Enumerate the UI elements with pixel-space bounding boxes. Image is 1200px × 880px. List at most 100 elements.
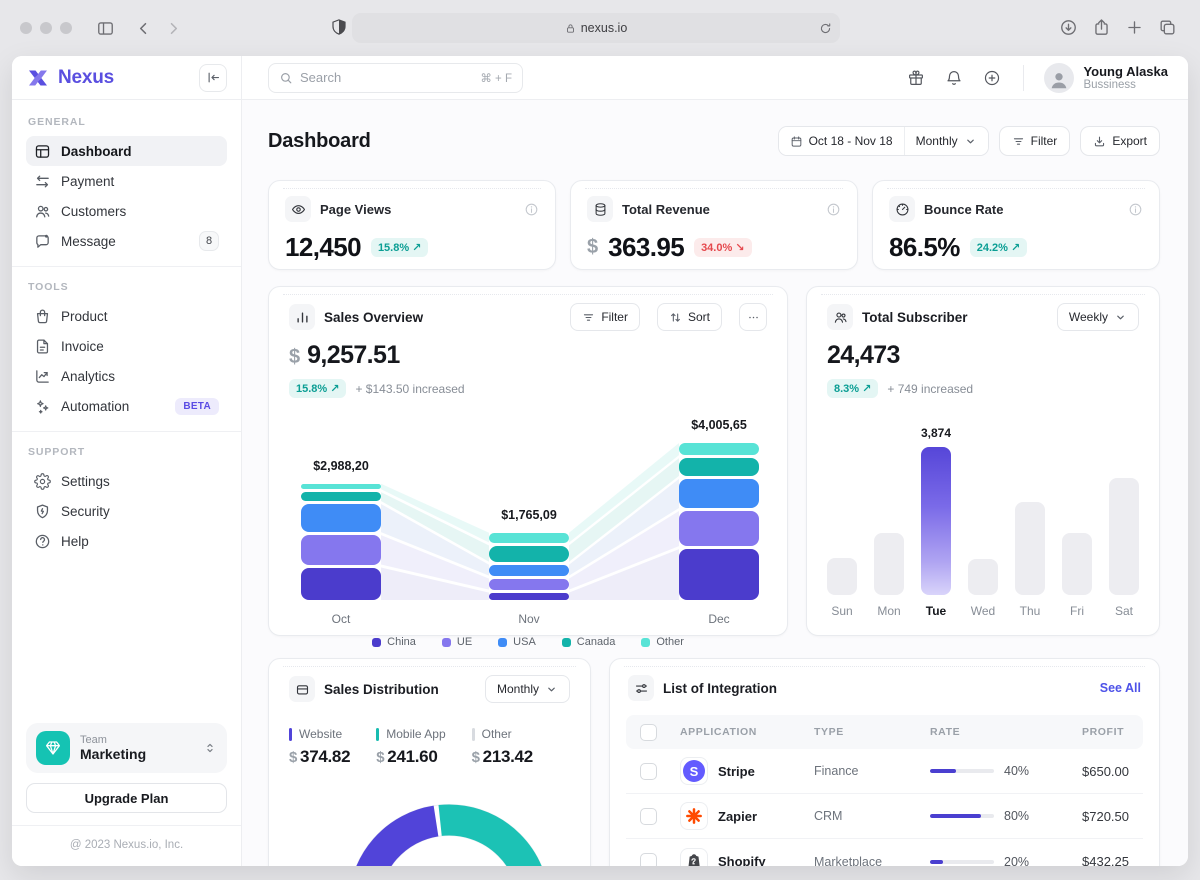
date-range-button[interactable]: Oct 18 - Nov 18 <box>779 127 904 155</box>
rate-label: 20% <box>1004 855 1029 867</box>
customers-icon <box>34 203 51 220</box>
subscriber-period-select[interactable]: Weekly <box>1057 303 1139 331</box>
tab-overview-icon[interactable] <box>1152 12 1182 42</box>
row-checkbox[interactable] <box>640 808 657 825</box>
user-menu[interactable]: Young Alaska Bussiness <box>1044 63 1168 93</box>
team-selector[interactable]: Team Marketing <box>26 723 227 773</box>
sales-overview-card: Sales Overview Filter Sort <box>268 286 788 636</box>
filter-button[interactable]: Filter <box>999 126 1071 156</box>
integration-row-stripe: SStripeFinance40%$650.00 <box>626 749 1143 794</box>
sidebar-item-label: Analytics <box>61 369 115 384</box>
bar-segment-ue <box>301 535 381 564</box>
export-button[interactable]: Export <box>1080 126 1160 156</box>
eye-icon <box>285 196 311 222</box>
gift-icon[interactable] <box>905 67 927 89</box>
stat-card-bounce-rate: Bounce Rate86.5%24.2% ↗ <box>872 180 1160 270</box>
legend-swatch <box>498 638 507 647</box>
select-all-checkbox[interactable] <box>640 724 657 741</box>
add-new-icon[interactable] <box>981 67 1003 89</box>
stat-value: 363.95 <box>608 232 684 263</box>
sidebar-item-help[interactable]: Help <box>26 526 227 556</box>
type-cell: Finance <box>814 764 918 778</box>
info-icon[interactable] <box>1128 202 1143 217</box>
legend-label: Canada <box>577 636 616 648</box>
row-checkbox[interactable] <box>640 853 657 866</box>
search-icon <box>279 71 293 85</box>
search-input[interactable] <box>300 70 473 85</box>
share-icon[interactable] <box>1086 12 1116 42</box>
team-label: Team <box>80 734 193 746</box>
profit-cell: $432.25 <box>1082 854 1129 866</box>
bar-segment-ue <box>679 511 759 546</box>
sidebar-collapse-icon[interactable] <box>199 64 227 92</box>
day-label: Tue <box>926 604 946 618</box>
search-shortcut: ⌘ + F <box>480 71 512 85</box>
calendar-icon <box>790 135 803 148</box>
minimize-window-button[interactable] <box>40 22 52 34</box>
amount: 374.82 <box>300 747 350 766</box>
bar-total-label: $1,765,09 <box>501 508 557 522</box>
address-bar[interactable]: nexus.io <box>352 13 840 43</box>
sidebar-item-message[interactable]: Message8 <box>26 226 227 256</box>
settings-icon <box>34 473 51 490</box>
see-all-link[interactable]: See All <box>1100 681 1141 695</box>
sidebar-item-security[interactable]: Security <box>26 496 227 526</box>
application-cell: SStripe <box>680 757 802 785</box>
stat-trend-badge: 24.2% ↗ <box>970 238 1027 257</box>
stat-value-row: $363.9534.0% ↘ <box>587 232 841 263</box>
sales-filter-button[interactable]: Filter <box>570 303 640 331</box>
rate-progress-track <box>930 769 994 773</box>
sidebar-item-settings[interactable]: Settings <box>26 466 227 496</box>
sales-distribution-card: Sales Distribution Monthly Website$374.8… <box>268 658 591 866</box>
sidebar-item-dashboard[interactable]: Dashboard <box>26 136 227 166</box>
distribution-item-mobile-app: Mobile App$241.60 <box>376 727 445 767</box>
reload-icon[interactable] <box>819 22 832 35</box>
app-name: Stripe <box>718 764 755 779</box>
column-header-profit: PROFIT <box>1082 726 1129 738</box>
close-window-button[interactable] <box>20 22 32 34</box>
stat-card-total-revenue: Total Revenue$363.9534.0% ↘ <box>570 180 858 270</box>
sales-overview-title: Sales Overview <box>324 310 423 325</box>
forward-icon[interactable] <box>158 13 188 43</box>
diamond-icon <box>36 731 70 765</box>
notifications-bell-icon[interactable] <box>943 67 965 89</box>
help-icon <box>34 533 51 550</box>
back-icon[interactable] <box>128 13 158 43</box>
distribution-donut-chart <box>289 775 570 866</box>
search-box[interactable]: ⌘ + F <box>268 63 523 93</box>
distribution-period-select[interactable]: Monthly <box>485 675 570 703</box>
brand-logo[interactable]: Nexus <box>26 66 114 90</box>
sidebar-section-support: SUPPORTSettingsSecurityHelp <box>12 432 241 566</box>
subscriber-bar <box>921 447 951 595</box>
rate-progress-fill <box>930 769 956 773</box>
new-tab-icon[interactable] <box>1119 12 1149 42</box>
sidebar-item-payment[interactable]: Payment <box>26 166 227 196</box>
downloads-icon[interactable] <box>1053 12 1083 42</box>
period-select[interactable]: Monthly <box>904 127 988 155</box>
sidebar-item-customers[interactable]: Customers <box>26 196 227 226</box>
info-icon[interactable] <box>826 202 841 217</box>
stat-card-page-views: Page Views12,45015.8% ↗ <box>268 180 556 270</box>
privacy-shield-icon[interactable] <box>330 18 348 36</box>
distribution-title: Sales Distribution <box>324 682 439 697</box>
sales-sort-button[interactable]: Sort <box>657 303 722 331</box>
maximize-window-button[interactable] <box>60 22 72 34</box>
sidebar-item-invoice[interactable]: Invoice <box>26 331 227 361</box>
sidebar-item-analytics[interactable]: Analytics <box>26 361 227 391</box>
subscriber-bar <box>874 533 904 595</box>
row-checkbox[interactable] <box>640 763 657 780</box>
application-cell: Shopify <box>680 848 802 867</box>
info-icon[interactable] <box>524 202 539 217</box>
selector-icon <box>203 741 217 755</box>
day-label: Mon <box>877 604 900 618</box>
sidebar-item-product[interactable]: Product <box>26 301 227 331</box>
stacked-bar-dec <box>679 443 759 600</box>
sort-icon <box>669 311 682 324</box>
users-icon <box>827 304 853 330</box>
product-icon <box>34 308 51 325</box>
browser-sidebar-toggle-icon[interactable] <box>90 13 120 43</box>
sidebar-item-automation[interactable]: AutomationBETA <box>26 391 227 421</box>
upgrade-plan-button[interactable]: Upgrade Plan <box>26 783 227 813</box>
sales-more-button[interactable] <box>739 303 767 331</box>
currency-prefix: $ <box>587 236 598 259</box>
